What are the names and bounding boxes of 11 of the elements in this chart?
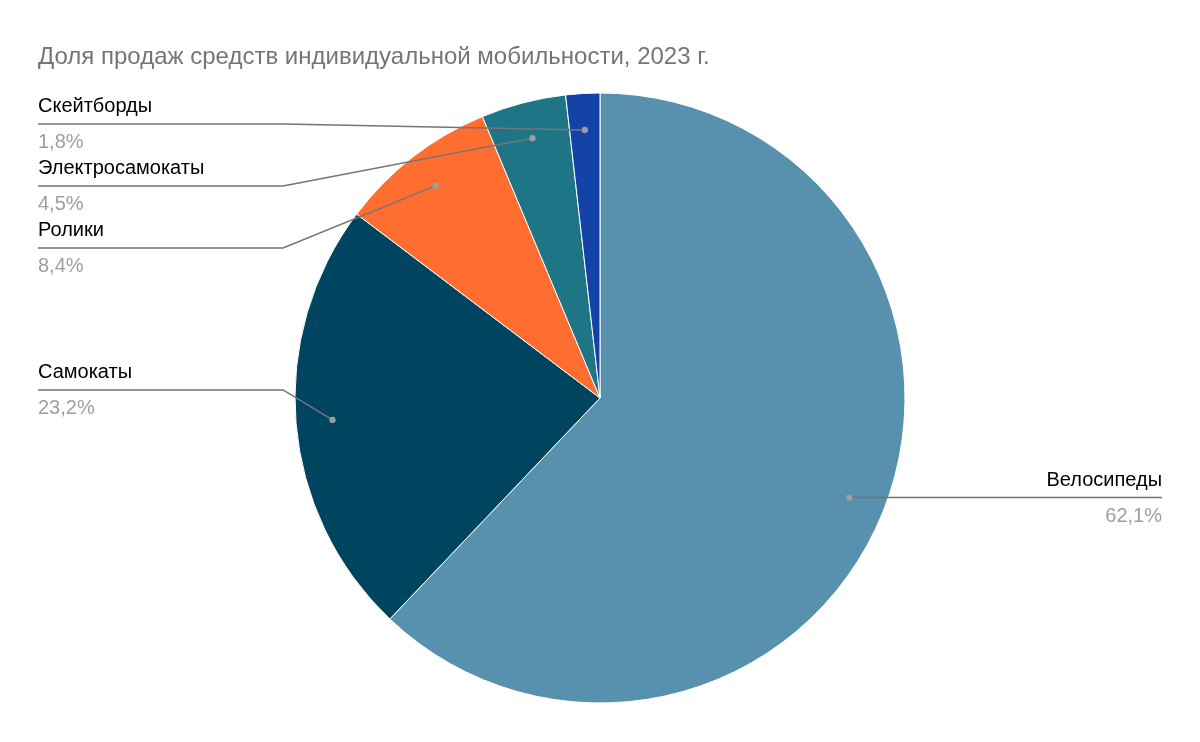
data-label: 62,1% [1105, 503, 1163, 526]
slice-label: Велосипеды [1046, 467, 1162, 490]
slice-label: Самокаты [38, 359, 133, 382]
data-label: 4,5% [38, 192, 84, 214]
data-label: 23,2% [38, 395, 95, 418]
data-label: 8,4% [38, 254, 84, 276]
slice-label: Электросамокаты [38, 156, 205, 178]
slice-label: Скейтборды [38, 94, 153, 116]
chart-title: Доля продаж средств индивидуальной мобильности, 2023 г. [38, 42, 710, 69]
data-label: 1,8% [38, 130, 84, 152]
slice-label: Ролики [38, 218, 104, 240]
